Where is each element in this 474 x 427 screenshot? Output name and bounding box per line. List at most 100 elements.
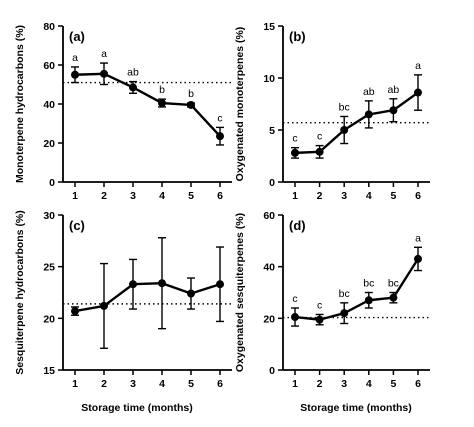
- x-tick-label: 1: [292, 190, 298, 202]
- significance-letter: c: [217, 112, 222, 124]
- x-tick-label: 4: [159, 378, 165, 390]
- data-point: [291, 313, 299, 322]
- x-tick-label: 5: [390, 190, 396, 202]
- data-point: [291, 148, 299, 157]
- y-tick-label: 20: [43, 313, 55, 325]
- data-point: [315, 147, 324, 156]
- y-tick-label: 60: [43, 60, 55, 72]
- data-point: [389, 293, 398, 302]
- y-tick-label: 40: [43, 99, 55, 111]
- significance-letter: a: [72, 52, 78, 64]
- significance-letter: bc: [388, 278, 399, 290]
- x-tick-label: 3: [130, 378, 136, 390]
- data-point: [100, 301, 108, 310]
- x-tick-label: 6: [217, 190, 223, 202]
- significance-letter: ab: [388, 84, 400, 96]
- x-tick-label: 4: [366, 190, 372, 202]
- data-point: [414, 88, 422, 97]
- significance-letter: ab: [363, 86, 375, 98]
- significance-letter: c: [317, 299, 322, 311]
- x-tick-label: 2: [101, 190, 107, 202]
- x-tick-label: 3: [341, 378, 347, 390]
- x-tick-label: 3: [341, 190, 347, 202]
- series-line: [294, 91, 419, 155]
- x-axis-label-left: Storage time (months): [81, 402, 192, 414]
- panel-label: (a): [69, 29, 85, 44]
- panel-c: 15 20 25 30 1 2 3 4 5 6 Sesquiterpene hydrocarbons…: [14, 210, 232, 390]
- data-point: [364, 296, 373, 305]
- x-tick-label: 6: [415, 190, 421, 202]
- x-tick-label: 1: [292, 378, 298, 390]
- data-point: [71, 307, 79, 316]
- series-line: [74, 72, 221, 137]
- x-tick-label: 5: [188, 190, 194, 202]
- y-tick-label: 30: [43, 210, 55, 222]
- data-point: [389, 106, 398, 115]
- significance-letter: a: [415, 60, 421, 72]
- y-tick-label: 20: [263, 313, 275, 325]
- significance-letter: a: [415, 232, 421, 244]
- panel-label: (c): [69, 218, 85, 233]
- y-tick-label: 0: [269, 365, 275, 377]
- significance-letter: bc: [363, 278, 374, 290]
- data-point: [216, 132, 224, 141]
- data-point: [315, 315, 324, 324]
- data-point: [158, 99, 166, 108]
- data-point: [71, 70, 79, 79]
- x-tick-label: 2: [101, 378, 107, 390]
- y-tick-label: 40: [263, 262, 275, 274]
- x-tick-label: 1: [72, 190, 78, 202]
- data-point: [187, 100, 195, 109]
- y-axis-label: Oxygenated monoterpenes (%): [234, 27, 246, 182]
- series-line: [74, 282, 221, 313]
- panel-d: 0 20 40 60 1 2 3 4 5 6 Oxygenated sesquiterpenes (…: [234, 210, 430, 390]
- series-line: [294, 258, 420, 321]
- x-tick-label: 3: [130, 190, 136, 202]
- y-axis-label: Oxygenated sesquiterpenes (%): [234, 213, 246, 372]
- y-tick-label: 15: [43, 365, 55, 377]
- panel-b: 0 5 10 15 1 2 3 4 5 6 Oxygenated monoterpenes (%) (…: [234, 21, 430, 202]
- significance-letter: bc: [339, 101, 350, 113]
- y-tick-label: 0: [269, 177, 275, 189]
- x-tick-label: 6: [217, 378, 223, 390]
- y-tick-label: 20: [43, 138, 55, 150]
- data-point: [340, 309, 349, 318]
- significance-letter: c: [292, 133, 297, 145]
- data-point: [100, 69, 108, 78]
- x-tick-label: 1: [72, 378, 78, 390]
- data-point: [216, 280, 224, 289]
- data-point: [340, 126, 349, 134]
- data-point: [187, 289, 195, 298]
- data-point: [158, 279, 166, 288]
- significance-letter: ab: [127, 67, 139, 79]
- significance-letter: bc: [339, 288, 350, 300]
- significance-letter: a: [101, 48, 107, 60]
- y-tick-label: 5: [269, 125, 275, 137]
- x-tick-label: 4: [159, 190, 165, 202]
- panel-label: (d): [289, 218, 306, 233]
- data-point: [129, 83, 137, 92]
- x-tick-label: 2: [317, 378, 323, 390]
- y-tick-label: 60: [263, 210, 275, 222]
- y-tick-label: 15: [263, 21, 275, 33]
- x-tick-label: 6: [415, 378, 421, 390]
- data-point: [129, 280, 137, 289]
- significance-letter: c: [292, 293, 297, 305]
- x-axis-label-right: Storage time (months): [300, 402, 411, 414]
- x-tick-label: 2: [317, 190, 323, 202]
- y-axis-label: Monoterpene hydrocarbons (%): [14, 25, 26, 183]
- x-tick-label: 5: [390, 378, 396, 390]
- y-tick-label: 0: [49, 177, 55, 189]
- y-tick-label: 10: [263, 73, 275, 85]
- y-tick-label: 80: [43, 21, 55, 33]
- significance-letter: c: [317, 131, 322, 143]
- x-tick-label: 5: [188, 378, 194, 390]
- data-point: [414, 254, 422, 263]
- data-point: [364, 110, 373, 119]
- panel-label: (b): [289, 29, 306, 44]
- panel-a: 0 20 40 60 80 1 2 3 4 5 6 Monoterpene hydrocarbons …: [14, 21, 232, 202]
- y-tick-label: 25: [43, 262, 55, 274]
- significance-letter: b: [159, 84, 165, 96]
- x-tick-label: 4: [366, 378, 372, 390]
